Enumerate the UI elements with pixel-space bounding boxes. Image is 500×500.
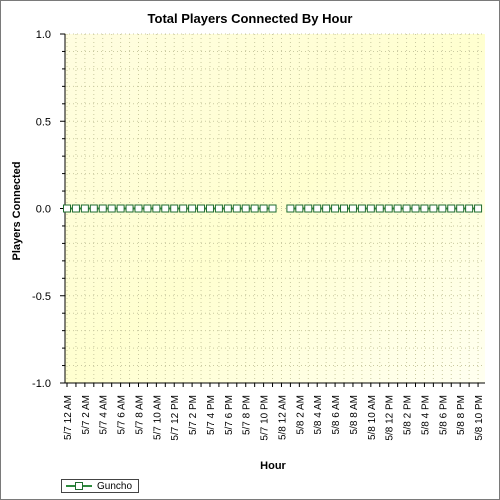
data-point	[393, 204, 402, 213]
x-tick-label: 5/7 12 AM	[63, 395, 74, 440]
x-tick-label: 5/8 2 AM	[295, 395, 306, 434]
data-point	[170, 204, 179, 213]
data-point	[179, 204, 188, 213]
data-point	[456, 204, 465, 213]
x-tick-label: 5/7 12 PM	[170, 395, 181, 441]
data-point	[331, 204, 340, 213]
x-tick-label: 5/8 2 PM	[403, 395, 414, 435]
data-point	[107, 204, 116, 213]
x-tick-label: 5/7 4 AM	[99, 395, 110, 434]
data-point	[80, 204, 89, 213]
legend-label-guncho: Guncho	[97, 480, 133, 492]
legend: Guncho	[61, 479, 139, 493]
data-point	[304, 204, 313, 213]
x-tick-label: 5/8 4 AM	[313, 395, 324, 434]
data-point	[214, 204, 223, 213]
data-point	[322, 204, 331, 213]
data-point	[116, 204, 125, 213]
x-tick-label: 5/8 6 AM	[331, 395, 342, 434]
data-point	[71, 204, 80, 213]
x-axis-label: Hour	[260, 460, 286, 472]
x-tick-label: 5/8 8 PM	[456, 395, 467, 435]
data-point	[447, 204, 456, 213]
y-tick-label: -1.0	[32, 378, 51, 390]
data-point	[429, 204, 438, 213]
x-tick-label: 5/8 8 AM	[349, 395, 360, 434]
data-point	[268, 204, 277, 213]
data-point	[143, 204, 152, 213]
legend-swatch-guncho	[66, 482, 92, 490]
data-point	[411, 204, 420, 213]
x-tick-label: 5/8 6 PM	[438, 395, 449, 435]
data-point	[438, 204, 447, 213]
y-tick-label: 1.0	[36, 29, 51, 41]
x-tick-label: 5/7 10 PM	[260, 395, 271, 441]
data-point	[420, 204, 429, 213]
data-point	[89, 204, 98, 213]
data-point	[286, 204, 295, 213]
x-tick-label: 5/7 6 PM	[224, 395, 235, 435]
data-point	[161, 204, 170, 213]
x-tick-label: 5/7 4 PM	[206, 395, 217, 435]
data-point	[152, 204, 161, 213]
data-point	[134, 204, 143, 213]
data-point	[259, 204, 268, 213]
data-point	[295, 204, 304, 213]
x-tick-label: 5/7 2 AM	[81, 395, 92, 434]
y-tick-label: 0.5	[36, 116, 51, 128]
data-point	[402, 204, 411, 213]
x-tick-label: 5/8 12 AM	[277, 395, 288, 440]
data-point	[340, 204, 349, 213]
y-tick-label: -0.5	[32, 291, 51, 303]
data-point	[241, 204, 250, 213]
data-point	[63, 204, 71, 213]
data-point	[205, 204, 214, 213]
data-point	[366, 204, 375, 213]
data-point	[348, 204, 357, 213]
x-tick-label: 5/8 10 AM	[367, 395, 378, 440]
data-point	[250, 204, 259, 213]
data-point	[375, 204, 384, 213]
data-point	[98, 204, 107, 213]
data-point	[232, 204, 241, 213]
x-tick-label: 5/7 6 AM	[117, 395, 128, 434]
y-axis-label: Players Connected	[11, 161, 23, 260]
data-point	[313, 204, 322, 213]
x-tick-label: 5/8 12 PM	[385, 395, 396, 441]
x-tick-label: 5/7 2 PM	[188, 395, 199, 435]
x-tick-label: 5/8 10 PM	[474, 395, 485, 441]
x-tick-label: 5/7 8 PM	[242, 395, 253, 435]
x-tick-label: 5/8 4 PM	[420, 395, 431, 435]
x-tick-label: 5/7 8 AM	[134, 395, 145, 434]
data-point	[188, 204, 197, 213]
data-point	[223, 204, 232, 213]
chart-title: Total Players Connected By Hour	[148, 11, 353, 26]
data-point	[384, 204, 393, 213]
data-point	[465, 204, 474, 213]
data-point	[474, 204, 483, 213]
y-tick-label: 0.0	[36, 204, 51, 216]
data-point	[125, 204, 134, 213]
x-tick-label: 5/7 10 AM	[152, 395, 163, 440]
data-point	[357, 204, 366, 213]
data-point	[197, 204, 206, 213]
